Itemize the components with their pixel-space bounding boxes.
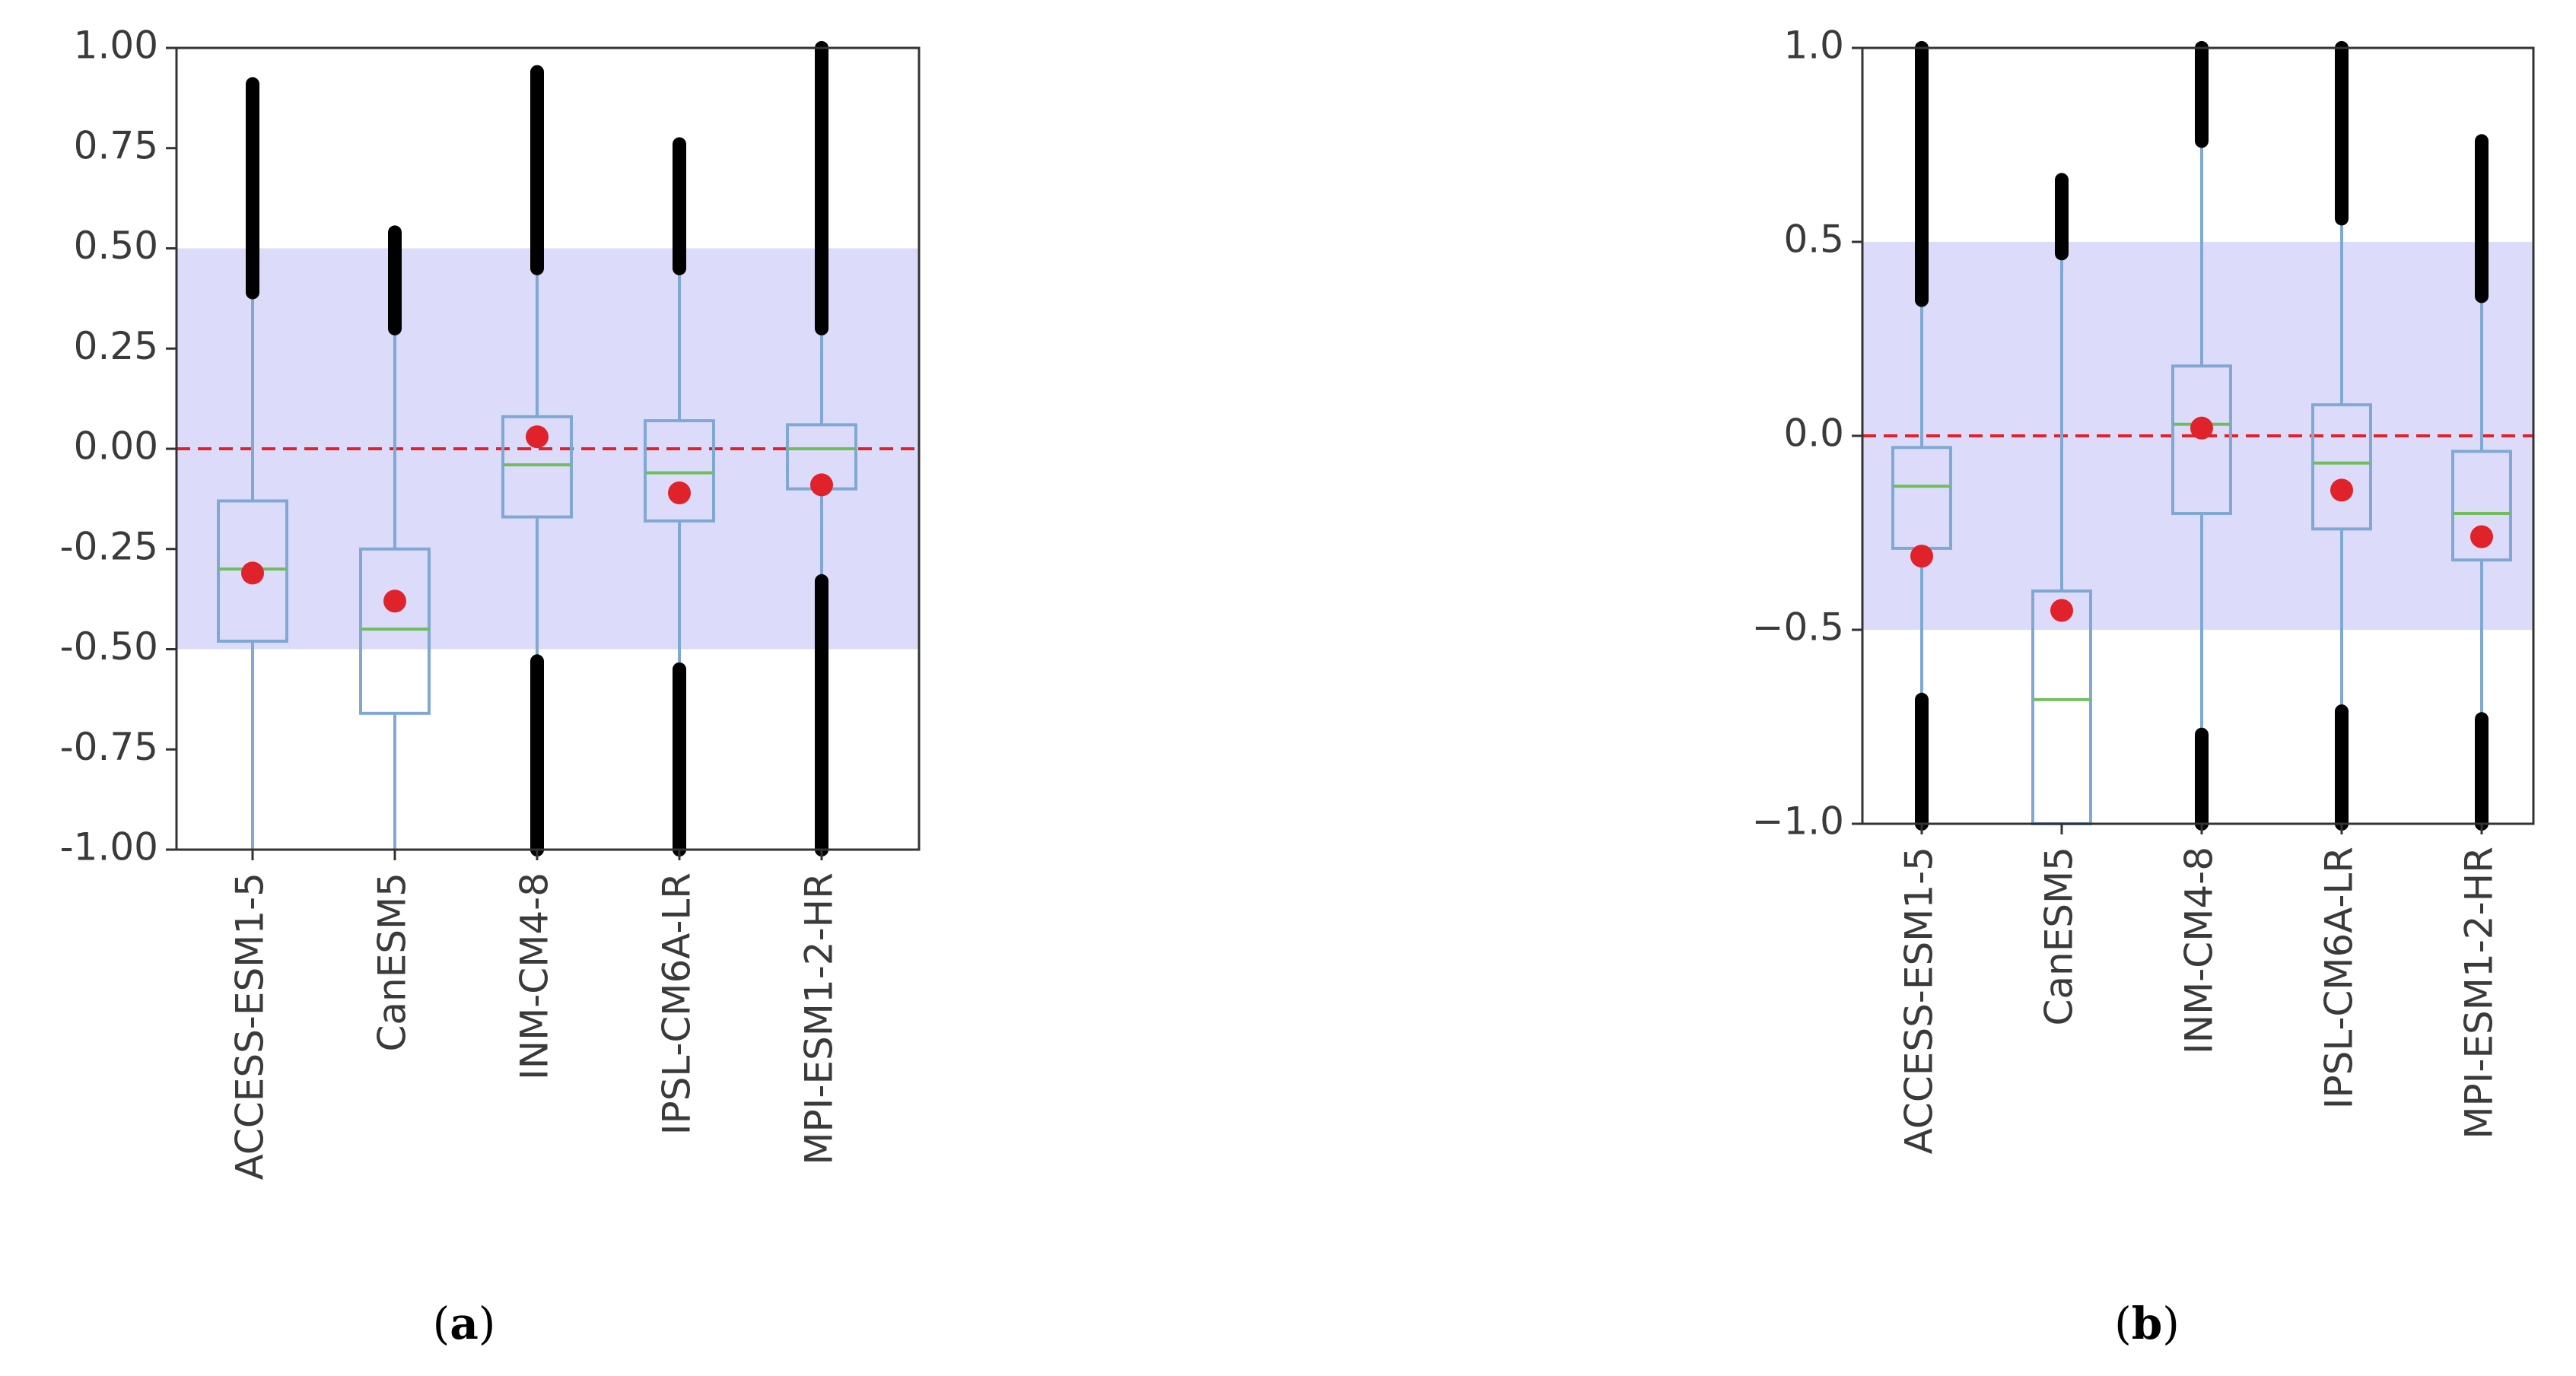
- box-CanESM5: [359, 225, 431, 850]
- box-iqr: [359, 547, 431, 715]
- x-category-label: CanESM5: [370, 872, 415, 1052]
- y-tick-label: 0.75: [74, 123, 158, 167]
- mean-marker: [1910, 545, 1933, 568]
- box-IPSL-CM6A-LR: [644, 137, 715, 856]
- x-category-label: INM-CM4-8: [2177, 847, 2221, 1054]
- box-iqr: [2311, 403, 2372, 531]
- y-tick-label: 0.00: [74, 424, 158, 469]
- chart-panel-a: 1.00 0.75 0.50 0.25 0.00 -0.25 -0.50 -0.75 -1.00…: [60, 24, 921, 1349]
- x-category-label: INM-CM4-8: [513, 872, 557, 1080]
- mean-marker: [2050, 599, 2073, 622]
- x-category-label: MPI-ESM1-2-HR: [797, 872, 841, 1165]
- y-tick-label: −0.5: [1752, 605, 1844, 650]
- x-category-label: ACCESS-ESM1-5: [1897, 847, 1942, 1154]
- caption-paren-close: ): [2162, 1298, 2180, 1349]
- x-category-label: IPSL-CM6A-LR: [2317, 847, 2361, 1109]
- x-category-label: MPI-ESM1-2-HR: [2457, 847, 2501, 1139]
- y-tick-label: 0.5: [1783, 218, 1844, 262]
- mean-marker: [241, 561, 264, 585]
- box-iqr: [644, 419, 715, 523]
- x-category-label: IPSL-CM6A-LR: [655, 872, 699, 1135]
- mean-marker: [2470, 525, 2493, 548]
- mean-marker: [668, 481, 691, 504]
- x-category-label: CanESM5: [2037, 847, 2081, 1026]
- caption-paren-open: (: [433, 1298, 450, 1349]
- mean-marker: [526, 425, 549, 449]
- caption-letter: a: [450, 1298, 479, 1349]
- panel-caption: (b): [2114, 1298, 2180, 1349]
- x-category-label: ACCESS-ESM1-5: [228, 872, 272, 1180]
- box-MPI-ESM1-2-HR: [786, 41, 857, 856]
- box-INM-CM4-8: [2171, 41, 2232, 831]
- box-ACCESS-ESM1-5: [1891, 41, 1952, 831]
- y-tick-label: 0.25: [74, 324, 158, 368]
- mean-marker: [2330, 478, 2353, 502]
- box-INM-CM4-8: [501, 65, 573, 856]
- caption-paren-open: (: [2114, 1298, 2132, 1349]
- mean-marker: [383, 589, 406, 613]
- y-tick-label: -1.00: [60, 825, 158, 869]
- y-tick-label: 1.00: [74, 24, 158, 68]
- y-tick-label: -0.25: [60, 524, 158, 568]
- y-tick-label: −1.0: [1752, 799, 1844, 844]
- box-MPI-ESM1-2-HR: [2451, 134, 2512, 831]
- y-tick-label: -0.75: [60, 725, 158, 769]
- y-tick-label: -0.50: [60, 624, 158, 669]
- box-iqr: [2171, 364, 2232, 516]
- caption-paren-close: ): [479, 1298, 496, 1349]
- y-tick-label: 0.0: [1783, 412, 1844, 456]
- box-iqr: [217, 499, 288, 643]
- y-tick-label: 0.50: [74, 224, 158, 268]
- box-iqr: [501, 415, 573, 519]
- box-iqr: [2451, 450, 2512, 562]
- caption-letter: b: [2132, 1298, 2163, 1349]
- y-tick-label: 1.0: [1783, 24, 1844, 68]
- chart-panel-b: 1.0 0.5 0.0 −0.5 −1.0 ACCESS-ESM1-5 CanESM5 INM…: [1752, 24, 2535, 1349]
- mean-marker: [810, 473, 833, 497]
- box-ACCESS-ESM1-5: [217, 77, 288, 850]
- box-IPSL-CM6A-LR: [2311, 41, 2372, 831]
- panel-caption: (a): [433, 1298, 496, 1349]
- mean-marker: [2190, 416, 2213, 440]
